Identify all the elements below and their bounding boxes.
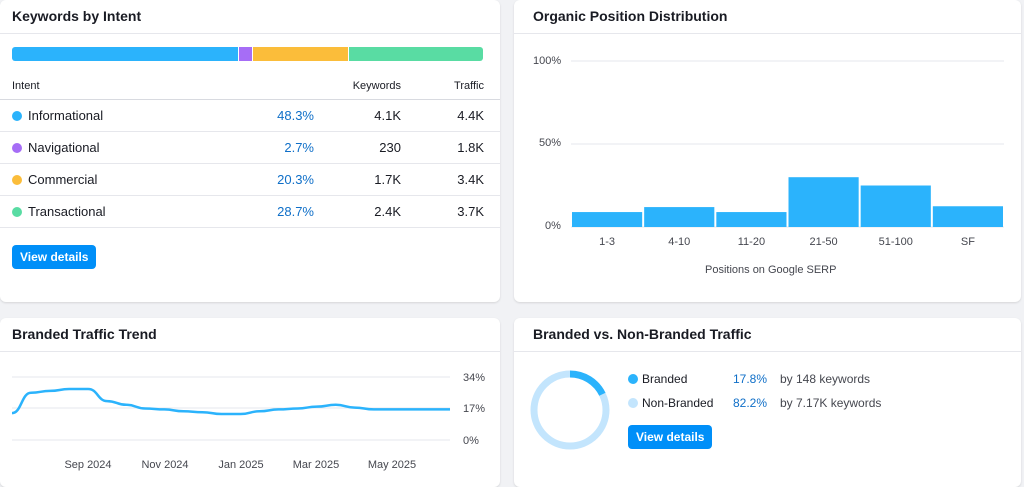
position-title-divider — [514, 33, 1021, 34]
y-tick-50: 50% — [539, 137, 562, 149]
intent-percent-link[interactable]: 48.3% — [277, 108, 314, 123]
x-tick-label: SF — [961, 236, 975, 248]
x-tick-label: Jan 2025 — [218, 459, 263, 471]
donut-slice-non-branded[interactable] — [530, 370, 610, 450]
legend-percent-link[interactable]: 17.8% — [733, 372, 768, 386]
intent-row-informational: Informational 48.3% 4.1K 4.4K — [0, 100, 500, 132]
position-bar-21-50[interactable] — [788, 177, 859, 227]
trend-title-divider — [0, 351, 500, 352]
header-traffic: Traffic — [454, 80, 484, 92]
intent-name: Navigational — [28, 140, 100, 155]
x-tick-label: 1-3 — [599, 236, 615, 248]
branded-vs-nonbranded-card: Branded vs. Non-Branded Traffic Branded … — [514, 318, 1021, 487]
intent-percent-link[interactable]: 28.7% — [277, 204, 314, 219]
y-tick-0: 0% — [545, 220, 561, 232]
x-tick-label: Mar 2025 — [293, 459, 339, 471]
branded-trend-card: Branded Traffic Trend 34% 17% 0% Sep 2024 No… — [0, 318, 500, 487]
intent-view-details-button[interactable]: View details — [12, 245, 97, 269]
x-axis-label: Positions on Google SERP — [705, 264, 837, 276]
x-tick-label: 51-100 — [879, 236, 913, 248]
intent-percent-link[interactable]: 20.3% — [277, 172, 314, 187]
branded-title-divider — [514, 351, 1021, 352]
legend-name: Branded — [642, 372, 688, 386]
branded-donut-chart — [530, 370, 610, 450]
x-tick-label: 21-50 — [810, 236, 838, 248]
y-tick-label: 17% — [463, 403, 485, 415]
intent-share-segment-transactional — [348, 47, 483, 61]
branded-view-details-button[interactable]: View details — [628, 425, 713, 449]
intent-traffic: 4.4K — [457, 108, 484, 123]
y-tick-label: 34% — [463, 372, 485, 384]
branded-trend-line — [11, 387, 450, 416]
intent-traffic: 3.4K — [457, 172, 484, 187]
intent-row-transactional: Transactional 28.7% 2.4K 3.7K — [0, 196, 500, 228]
intent-keywords: 4.1K — [374, 108, 401, 123]
position-bar-51-100[interactable] — [860, 185, 931, 228]
intent-keywords: 1.7K — [374, 172, 401, 187]
intent-table-header: Intent Keywords Traffic — [0, 80, 500, 100]
x-tick-label: 4-10 — [668, 236, 690, 248]
intent-keywords: 230 — [379, 140, 401, 155]
informational-dot-icon — [12, 111, 22, 121]
intent-title-divider — [0, 33, 500, 34]
header-intent: Intent — [12, 80, 40, 92]
transactional-dot-icon — [12, 207, 22, 217]
navigational-dot-icon — [12, 143, 22, 153]
position-bar-chart: 1-3 4-10 11-20 21-50 51-100 SF — [571, 60, 1004, 248]
organic-position-card: Organic Position Distribution 100% 50% 0… — [514, 0, 1021, 302]
x-tick-label: Nov 2024 — [141, 459, 188, 471]
legend-detail: by 148 keywords — [780, 372, 871, 386]
x-tick-label: May 2025 — [368, 459, 416, 471]
branded-trend-line-chart: 34% 17% 0% Sep 2024 Nov 2024 Jan 2025 Mar 2025… — [11, 372, 485, 471]
intent-name: Informational — [28, 108, 104, 123]
intent-percent-link[interactable]: 2.7% — [284, 140, 314, 155]
trend-card-title: Branded Traffic Trend — [12, 326, 157, 342]
position-card-title: Organic Position Distribution — [533, 8, 728, 24]
non-branded-dot-icon — [628, 398, 638, 408]
legend-name: Non-Branded — [642, 396, 714, 410]
branded-dot-icon — [628, 374, 638, 384]
intent-row-navigational: Navigational 2.7% 230 1.8K — [0, 132, 500, 164]
commercial-dot-icon — [12, 175, 22, 185]
x-tick-label: Sep 2024 — [64, 459, 111, 471]
branded-card-title: Branded vs. Non-Branded Traffic — [533, 326, 752, 342]
intent-keywords: 2.4K — [374, 204, 401, 219]
keywords-by-intent-card: Keywords by Intent Intent Keywords Traff… — [0, 0, 500, 302]
intent-name: Commercial — [28, 172, 98, 187]
intent-name: Transactional — [28, 204, 106, 219]
position-bar-1-3[interactable] — [572, 212, 643, 227]
header-keywords: Keywords — [352, 80, 401, 92]
intent-share-segment-commercial — [252, 47, 348, 61]
intent-share-segment-informational — [12, 47, 239, 61]
intent-card-title: Keywords by Intent — [12, 8, 142, 24]
legend-detail: by 7.17K keywords — [780, 396, 882, 410]
intent-traffic: 1.8K — [457, 140, 484, 155]
y-tick-100: 100% — [533, 55, 562, 67]
intent-share-segment-navigational — [239, 47, 252, 61]
intent-row-commercial: Commercial 20.3% 1.7K 3.4K — [0, 164, 500, 196]
intent-traffic: 3.7K — [457, 204, 484, 219]
legend-percent-link[interactable]: 82.2% — [733, 396, 768, 410]
intent-share-bar — [12, 47, 483, 61]
position-bar-11-20[interactable] — [716, 212, 787, 227]
position-bar-SF[interactable] — [932, 206, 1003, 227]
y-tick-label: 0% — [463, 435, 479, 447]
x-tick-label: 11-20 — [738, 236, 765, 248]
position-bar-4-10[interactable] — [644, 207, 715, 227]
